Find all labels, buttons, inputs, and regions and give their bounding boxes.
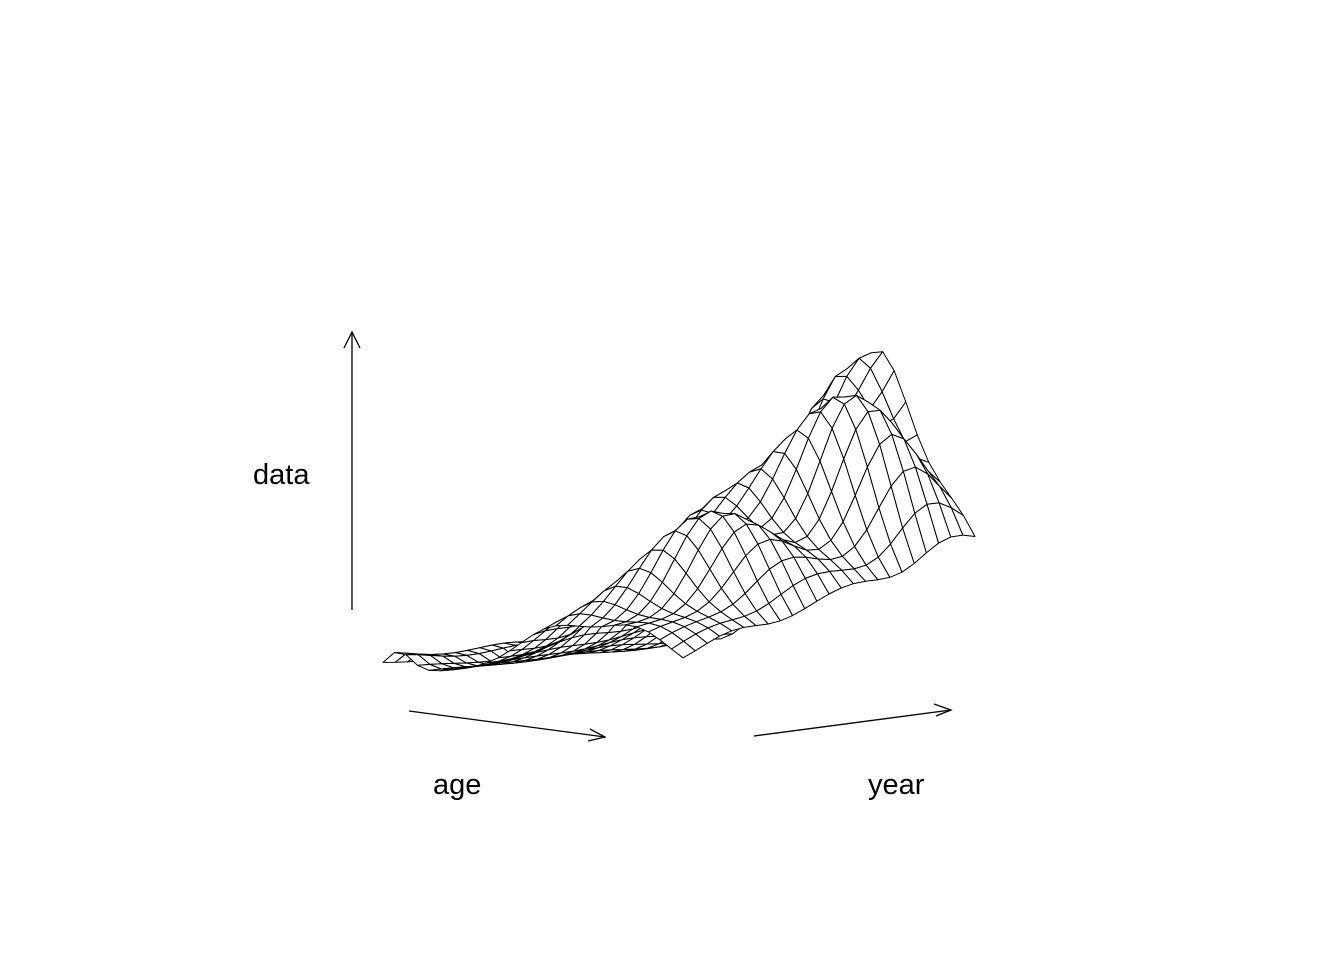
surface-facet [671, 640, 696, 659]
y-axis-label: year [868, 769, 925, 801]
surface-mesh [382, 351, 976, 672]
z-axis-label: data [253, 459, 310, 491]
x-axis-label: age [433, 769, 481, 801]
x-axis-arrow [408, 710, 607, 742]
z-axis-arrow [343, 330, 361, 610]
y-axis-arrow [753, 703, 953, 737]
